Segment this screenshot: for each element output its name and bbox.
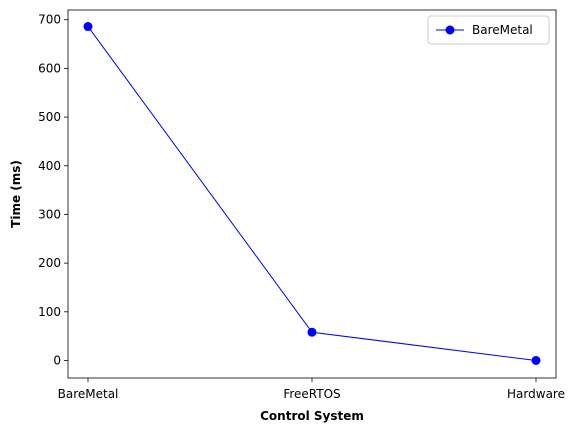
y-tick-label: 300 bbox=[38, 207, 61, 221]
y-tick-label: 400 bbox=[38, 159, 61, 173]
data-point bbox=[83, 22, 93, 32]
y-tick-label: 0 bbox=[53, 353, 61, 367]
y-tick-label: 500 bbox=[38, 110, 61, 124]
legend-box bbox=[427, 15, 550, 45]
x-axis-title: Control System bbox=[260, 409, 364, 423]
plot-area bbox=[68, 10, 556, 378]
x-tick-label: FreeRTOS bbox=[283, 387, 340, 401]
x-axis-ticks: BareMetal FreeRTOS Hardware bbox=[58, 378, 565, 401]
plot-frame bbox=[67, 9, 557, 379]
y-axis-ticks: 0 100 200 300 400 500 600 700 bbox=[38, 13, 68, 367]
legend: BareMetal bbox=[427, 15, 550, 45]
y-tick-label: 200 bbox=[38, 256, 61, 270]
y-tick-label: 700 bbox=[38, 13, 61, 27]
legend-marker bbox=[445, 25, 455, 35]
x-tick-label: Hardware bbox=[507, 387, 565, 401]
series-group bbox=[83, 22, 541, 365]
data-point bbox=[307, 327, 317, 337]
data-point bbox=[531, 355, 541, 365]
legend-entry: BareMetal bbox=[472, 23, 533, 37]
y-axis-title: Time (ms) bbox=[9, 160, 23, 228]
x-tick-label: BareMetal bbox=[58, 387, 119, 401]
y-tick-label: 600 bbox=[38, 61, 61, 75]
y-tick-label: 100 bbox=[38, 305, 61, 319]
